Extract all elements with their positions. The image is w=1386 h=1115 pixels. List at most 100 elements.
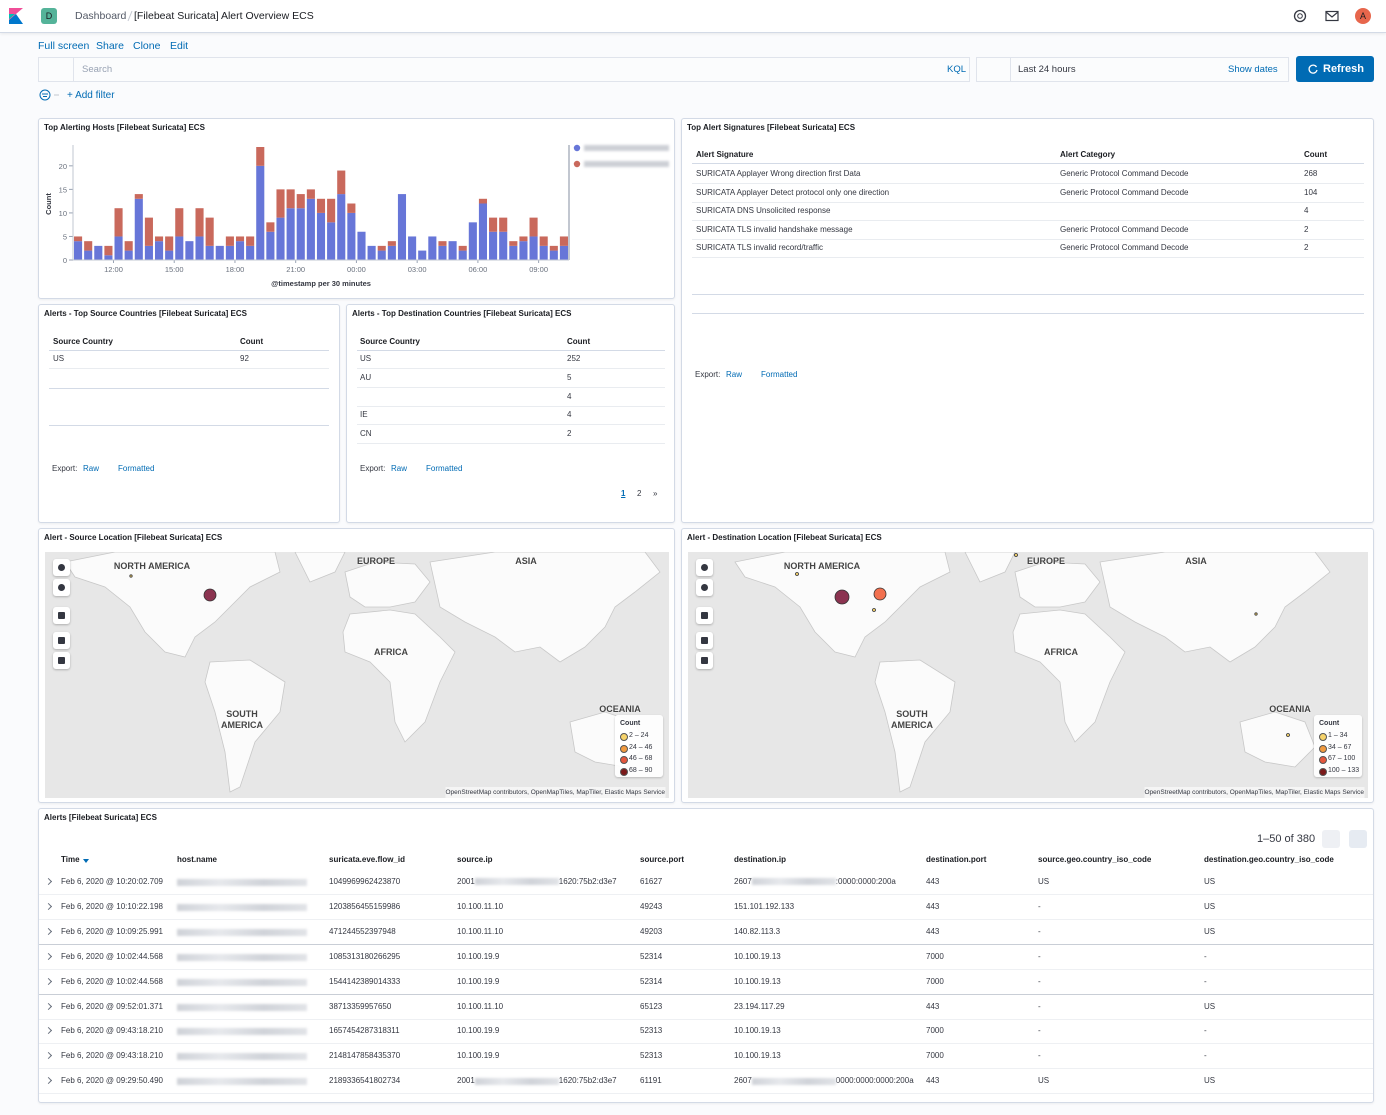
table-cell: 4 [567,391,572,401]
mail-icon[interactable] [1325,10,1339,22]
bar [296,208,305,260]
row-divider [49,388,329,389]
export-raw[interactable]: Raw [726,370,743,379]
column-header[interactable]: destination.geo.country_iso_code [1204,855,1334,864]
export-raw[interactable]: Raw [391,464,408,473]
expand-row[interactable] [44,927,53,935]
table-cell: 10.100.19.9 [457,1026,500,1036]
redacted-ip [751,1077,836,1085]
date-picker[interactable] [976,57,1289,82]
refresh-button[interactable]: Refresh [1296,56,1374,82]
column-header[interactable]: source.geo.country_iso_code [1038,855,1152,864]
map-control[interactable] [53,607,70,624]
expand-row[interactable] [44,952,53,960]
bar [327,222,336,260]
expand-row[interactable] [44,1002,53,1010]
map-canvas[interactable]: NORTH AMERICA EUROPE ASIA AFRICA SOUTH AMERI… [45,552,669,798]
map-control[interactable] [696,607,713,624]
time-range[interactable]: Last 24 hours [1018,64,1076,75]
map-attribution: OpenStreetMap contributors, OpenMapTiles… [1144,787,1364,798]
help-icon[interactable] [1293,9,1307,23]
pagination-item[interactable]: » [653,489,658,498]
table-cell: - [1204,976,1207,986]
row-divider [357,368,665,369]
expand-row[interactable] [44,977,53,985]
map-canvas[interactable]: NORTH AMERICA EUROPE ASIA AFRICA SOUTH AMERI… [688,552,1368,798]
legend-label: 67 – 100 [1328,755,1356,762]
add-filter[interactable]: + Add filter [67,90,115,101]
breadcrumb[interactable]: Dashboard [75,10,127,22]
column-header[interactable]: Time [61,855,80,864]
map-control[interactable] [53,652,70,669]
expand-row[interactable] [44,1077,53,1085]
column-header[interactable]: Count [240,337,264,346]
table-cell: - [1204,1026,1207,1036]
map-point [1254,612,1258,616]
search-input[interactable] [38,57,970,82]
region-label: SOUTH AMERICA [891,709,933,730]
expand-row[interactable] [44,1052,53,1060]
map-control[interactable] [53,632,70,649]
bar [175,208,184,237]
column-header[interactable]: Alert Signature [696,150,754,159]
column-header[interactable]: Count [1304,150,1328,159]
export-formatted[interactable]: Formatted [118,464,155,473]
user-avatar[interactable]: A [1355,8,1371,24]
next-page[interactable] [1349,830,1367,848]
column-header[interactable]: Alert Category [1060,150,1116,159]
menu-link[interactable]: Edit [170,40,189,52]
export-formatted[interactable]: Formatted [761,370,798,379]
bar [377,250,386,260]
map-control[interactable] [696,632,713,649]
bar [418,250,427,260]
region-label: OCEANIA [1269,704,1311,714]
column-header[interactable]: Count [567,337,591,346]
column-header[interactable]: destination.ip [734,855,786,864]
column-header[interactable]: Source Country [360,337,421,346]
map-control-icon [701,612,708,619]
bar [225,236,234,246]
menu-link[interactable]: Share [96,40,125,52]
map-control[interactable] [53,579,70,596]
table-cell: 7000 [926,1051,944,1061]
bar [549,250,558,260]
map-control[interactable] [53,559,70,576]
pagination-item[interactable]: 2 [637,489,642,498]
expand-row[interactable] [44,902,53,910]
column-header[interactable]: destination.port [926,855,987,864]
column-header[interactable]: source.port [640,855,685,864]
export-formatted[interactable]: Formatted [426,464,463,473]
export-raw[interactable]: Raw [83,464,100,473]
show-dates[interactable]: Show dates [1228,64,1278,75]
kibana-logo[interactable] [9,8,23,24]
table-cell: 443 [926,901,940,911]
expand-row[interactable] [44,877,53,886]
table-cell: 1657454287318311 [329,1026,400,1036]
map-control[interactable] [696,559,713,576]
bar [84,250,93,260]
table-cell: 49243 [640,901,663,911]
column-header[interactable]: source.ip [457,855,493,864]
space-avatar[interactable]: D [41,8,57,24]
pagination-item[interactable]: 1 [621,489,626,498]
ip-cell: 2607:0000:0000:200a [734,876,896,888]
expand-row[interactable] [44,1027,53,1035]
menu-link[interactable]: Full screen [38,40,90,52]
bar [387,245,396,260]
column-header[interactable]: Source Country [53,337,114,346]
map-control[interactable] [696,652,713,669]
query-language[interactable]: KQL [947,64,967,75]
map-point [129,574,133,578]
bar [154,236,164,242]
ip-prefix: 2001 [457,877,475,886]
bar [195,208,204,237]
table-cell: 2 [1304,243,1309,253]
y-tick-label: 5 [63,232,67,241]
menu-link[interactable]: Clone [133,40,161,52]
column-header[interactable]: suricata.eve.flow_id [329,855,406,864]
column-header[interactable]: host.name [177,855,218,864]
filter-options-icon[interactable] [38,89,64,101]
table-cell: 104 [1304,187,1318,197]
previous-page[interactable] [1322,830,1340,848]
map-control[interactable] [696,579,713,596]
